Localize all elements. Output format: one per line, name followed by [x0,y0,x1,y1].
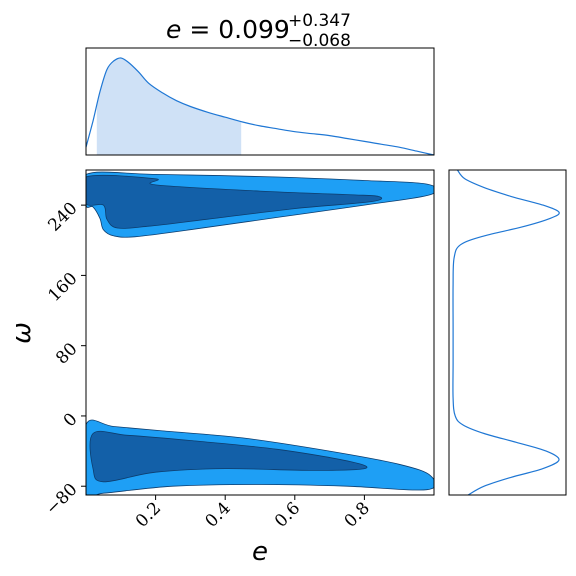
title-value: 0.099 [218,15,290,44]
credible-interval-shade [96,58,242,156]
marginal-e-line [85,57,435,156]
y-tick-label: 240 [44,199,81,236]
x-tick-label: 0.4 [201,498,234,531]
y-tick-label: 80 [52,339,81,368]
y-ticks: −80 0 80 160 240 [42,199,86,520]
y-axis-label: ω [7,322,37,344]
x-axis-label: e [252,537,268,567]
x-tick-label: 0.8 [341,498,374,531]
title-var: e [166,15,181,44]
title-plus: +0.347 [288,11,351,31]
joint-contour-panel [86,171,434,495]
marginal-omega-panel [452,170,560,495]
contour-lower-inner [89,430,368,483]
title: e = 0.099 +0.347 −0.068 [166,11,351,51]
marginal-e-frame [85,47,435,156]
y-tick-label: −80 [42,480,82,520]
title-minus: −0.068 [288,31,351,51]
joint-frame [85,169,435,496]
contour-upper-inner [86,174,382,229]
marginal-omega-line [452,170,560,495]
title-main: e = 0.099 [166,15,290,44]
y-tick-label: 0 [60,409,82,431]
marginal-e-panel [85,57,435,156]
x-tick-label: 0.2 [132,498,165,531]
x-ticks: 0.2 0.4 0.6 0.8 [132,495,374,532]
x-tick-label: 0.6 [271,498,304,531]
marginal-omega-frame [448,169,567,496]
y-tick-label: 160 [44,269,81,306]
